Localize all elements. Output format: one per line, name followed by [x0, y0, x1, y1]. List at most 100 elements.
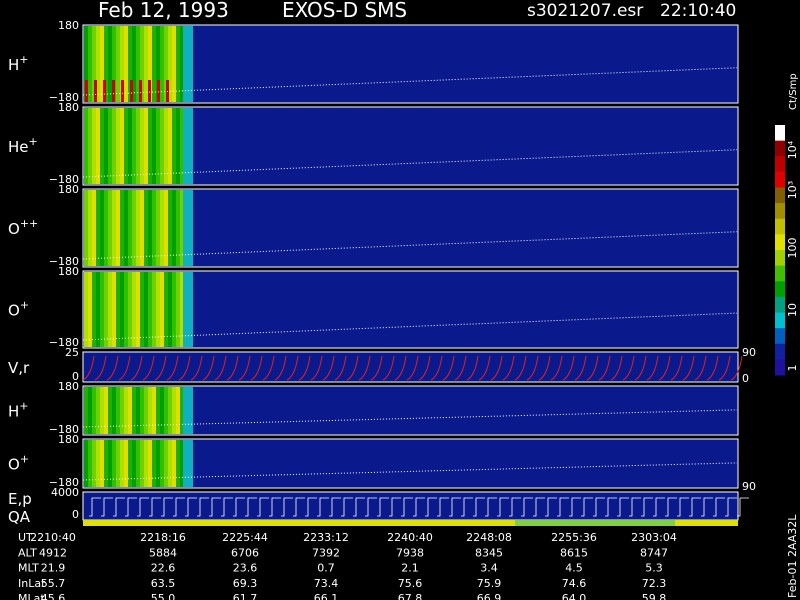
footer-value: 74.6: [562, 577, 587, 590]
footer-value: 75.9: [477, 577, 502, 590]
spectrum-cell: [84, 108, 88, 184]
spectrum-cell: [116, 440, 120, 487]
panel-ion: He: [8, 138, 29, 156]
spectrum-cell: [152, 108, 156, 184]
velocity-trace: [226, 355, 239, 381]
energy-step: [161, 497, 173, 517]
spectrum-cell: [84, 26, 88, 102]
velocity-trace: [574, 355, 587, 381]
spectrum-cell: [88, 108, 92, 184]
velocity-trace: [658, 355, 671, 381]
spectrum-cell: [92, 108, 96, 184]
spectrum-cell: [92, 190, 96, 266]
footer-value: 59.8: [642, 592, 667, 600]
colorbar-label: 10⁴: [786, 140, 799, 159]
velocity-trace: [622, 355, 635, 381]
spectrum-cell: [132, 108, 136, 184]
spectrum-cell: [92, 272, 96, 347]
velocity-trace: [562, 355, 575, 381]
energy-step: [653, 497, 665, 517]
energy-step: [725, 497, 737, 517]
panel-ion: E,p: [8, 490, 32, 508]
velocity-trace: [274, 355, 287, 381]
spectrum-cell: [156, 108, 160, 184]
panel-label: O+: [8, 453, 29, 474]
spectrum-cell: [96, 190, 100, 266]
spectrum-cell: [100, 440, 104, 487]
spectrum-cell: [140, 440, 144, 487]
spectrum-cell: [100, 108, 104, 184]
footer-value: 8615: [560, 546, 588, 559]
spectrum-cell: [176, 26, 180, 102]
spectrum-peak: [85, 80, 88, 102]
energy-step: [113, 497, 125, 517]
spectrum-cell: [152, 272, 156, 347]
velocity-trace: [406, 355, 419, 381]
colorbar-cell: [775, 125, 785, 142]
velocity-trace: [334, 355, 347, 381]
energy-step: [209, 497, 221, 517]
spectrum-cell: [88, 190, 92, 266]
footer-value: 4.5: [565, 562, 583, 575]
spectrum-peak: [103, 80, 106, 102]
panel-label: H+: [8, 53, 29, 74]
spectrum-cell: [100, 272, 104, 347]
spectrum-cell: [148, 272, 152, 347]
colorbar-cell: [775, 343, 785, 360]
footer-value: 8747: [640, 546, 668, 559]
spectrum-cell: [160, 108, 164, 184]
footer-value: 75.6: [398, 577, 423, 590]
spectrum-cell: [104, 387, 108, 434]
energy-step: [245, 497, 257, 517]
y-bottom-label: −180: [49, 91, 79, 104]
energy-step: [737, 497, 749, 517]
panel-label: O+: [8, 299, 29, 320]
panel-label: O++: [8, 217, 38, 238]
panel-label: V,r: [8, 359, 30, 377]
velocity-trace: [118, 355, 131, 381]
velocity-trace: [694, 355, 707, 381]
footer-value: 7392: [312, 546, 340, 559]
velocity-trace: [538, 355, 551, 381]
energy-step: [89, 497, 101, 517]
spectrum-cell: [116, 108, 120, 184]
spectrum-cell: [116, 272, 120, 347]
footer-value: 21.9: [41, 562, 66, 575]
colorbar-cell: [775, 312, 785, 329]
panel-charge: +: [19, 53, 28, 66]
spectrum-cell: [168, 190, 172, 266]
spectrum-cell: [140, 26, 144, 102]
spectrum-cell: [132, 272, 136, 347]
velocity-trace: [214, 355, 227, 381]
spectrum-cell: [148, 190, 152, 266]
y-top-label: 180: [58, 265, 79, 278]
velocity-trace: [514, 355, 527, 381]
spectrum-cell: [156, 272, 160, 347]
spectrum-cell: [104, 108, 108, 184]
spectrum-cell: [156, 190, 160, 266]
spectrum-cell: [136, 387, 140, 434]
spectrum-cell: [180, 26, 184, 102]
colorbar-cell: [775, 234, 785, 251]
panel-charge: +: [20, 299, 29, 312]
spectrum-cell: [124, 440, 128, 487]
footer-value: 5.3: [645, 562, 663, 575]
velocity-trace: [94, 355, 107, 381]
footer-value: 66.9: [477, 592, 502, 600]
spectrum-cell: [136, 440, 140, 487]
spectrum-cell: [168, 108, 172, 184]
spectrum-cell: [172, 272, 176, 347]
footer-value: 55.0: [151, 592, 176, 600]
y2-top-label: 90: [742, 346, 756, 359]
spectrum-cell: [84, 272, 88, 347]
spectrum-cell: [180, 272, 184, 347]
energy-step: [521, 497, 533, 517]
y-bottom-label: −180: [49, 336, 79, 349]
footer-value: 55.7: [41, 577, 66, 590]
spectrum-cell: [176, 440, 180, 487]
energy-step: [101, 497, 113, 517]
velocity-trace: [550, 355, 563, 381]
spectrum-cell: [128, 272, 132, 347]
velocity-trace: [262, 355, 275, 381]
velocity-trace: [466, 355, 479, 381]
